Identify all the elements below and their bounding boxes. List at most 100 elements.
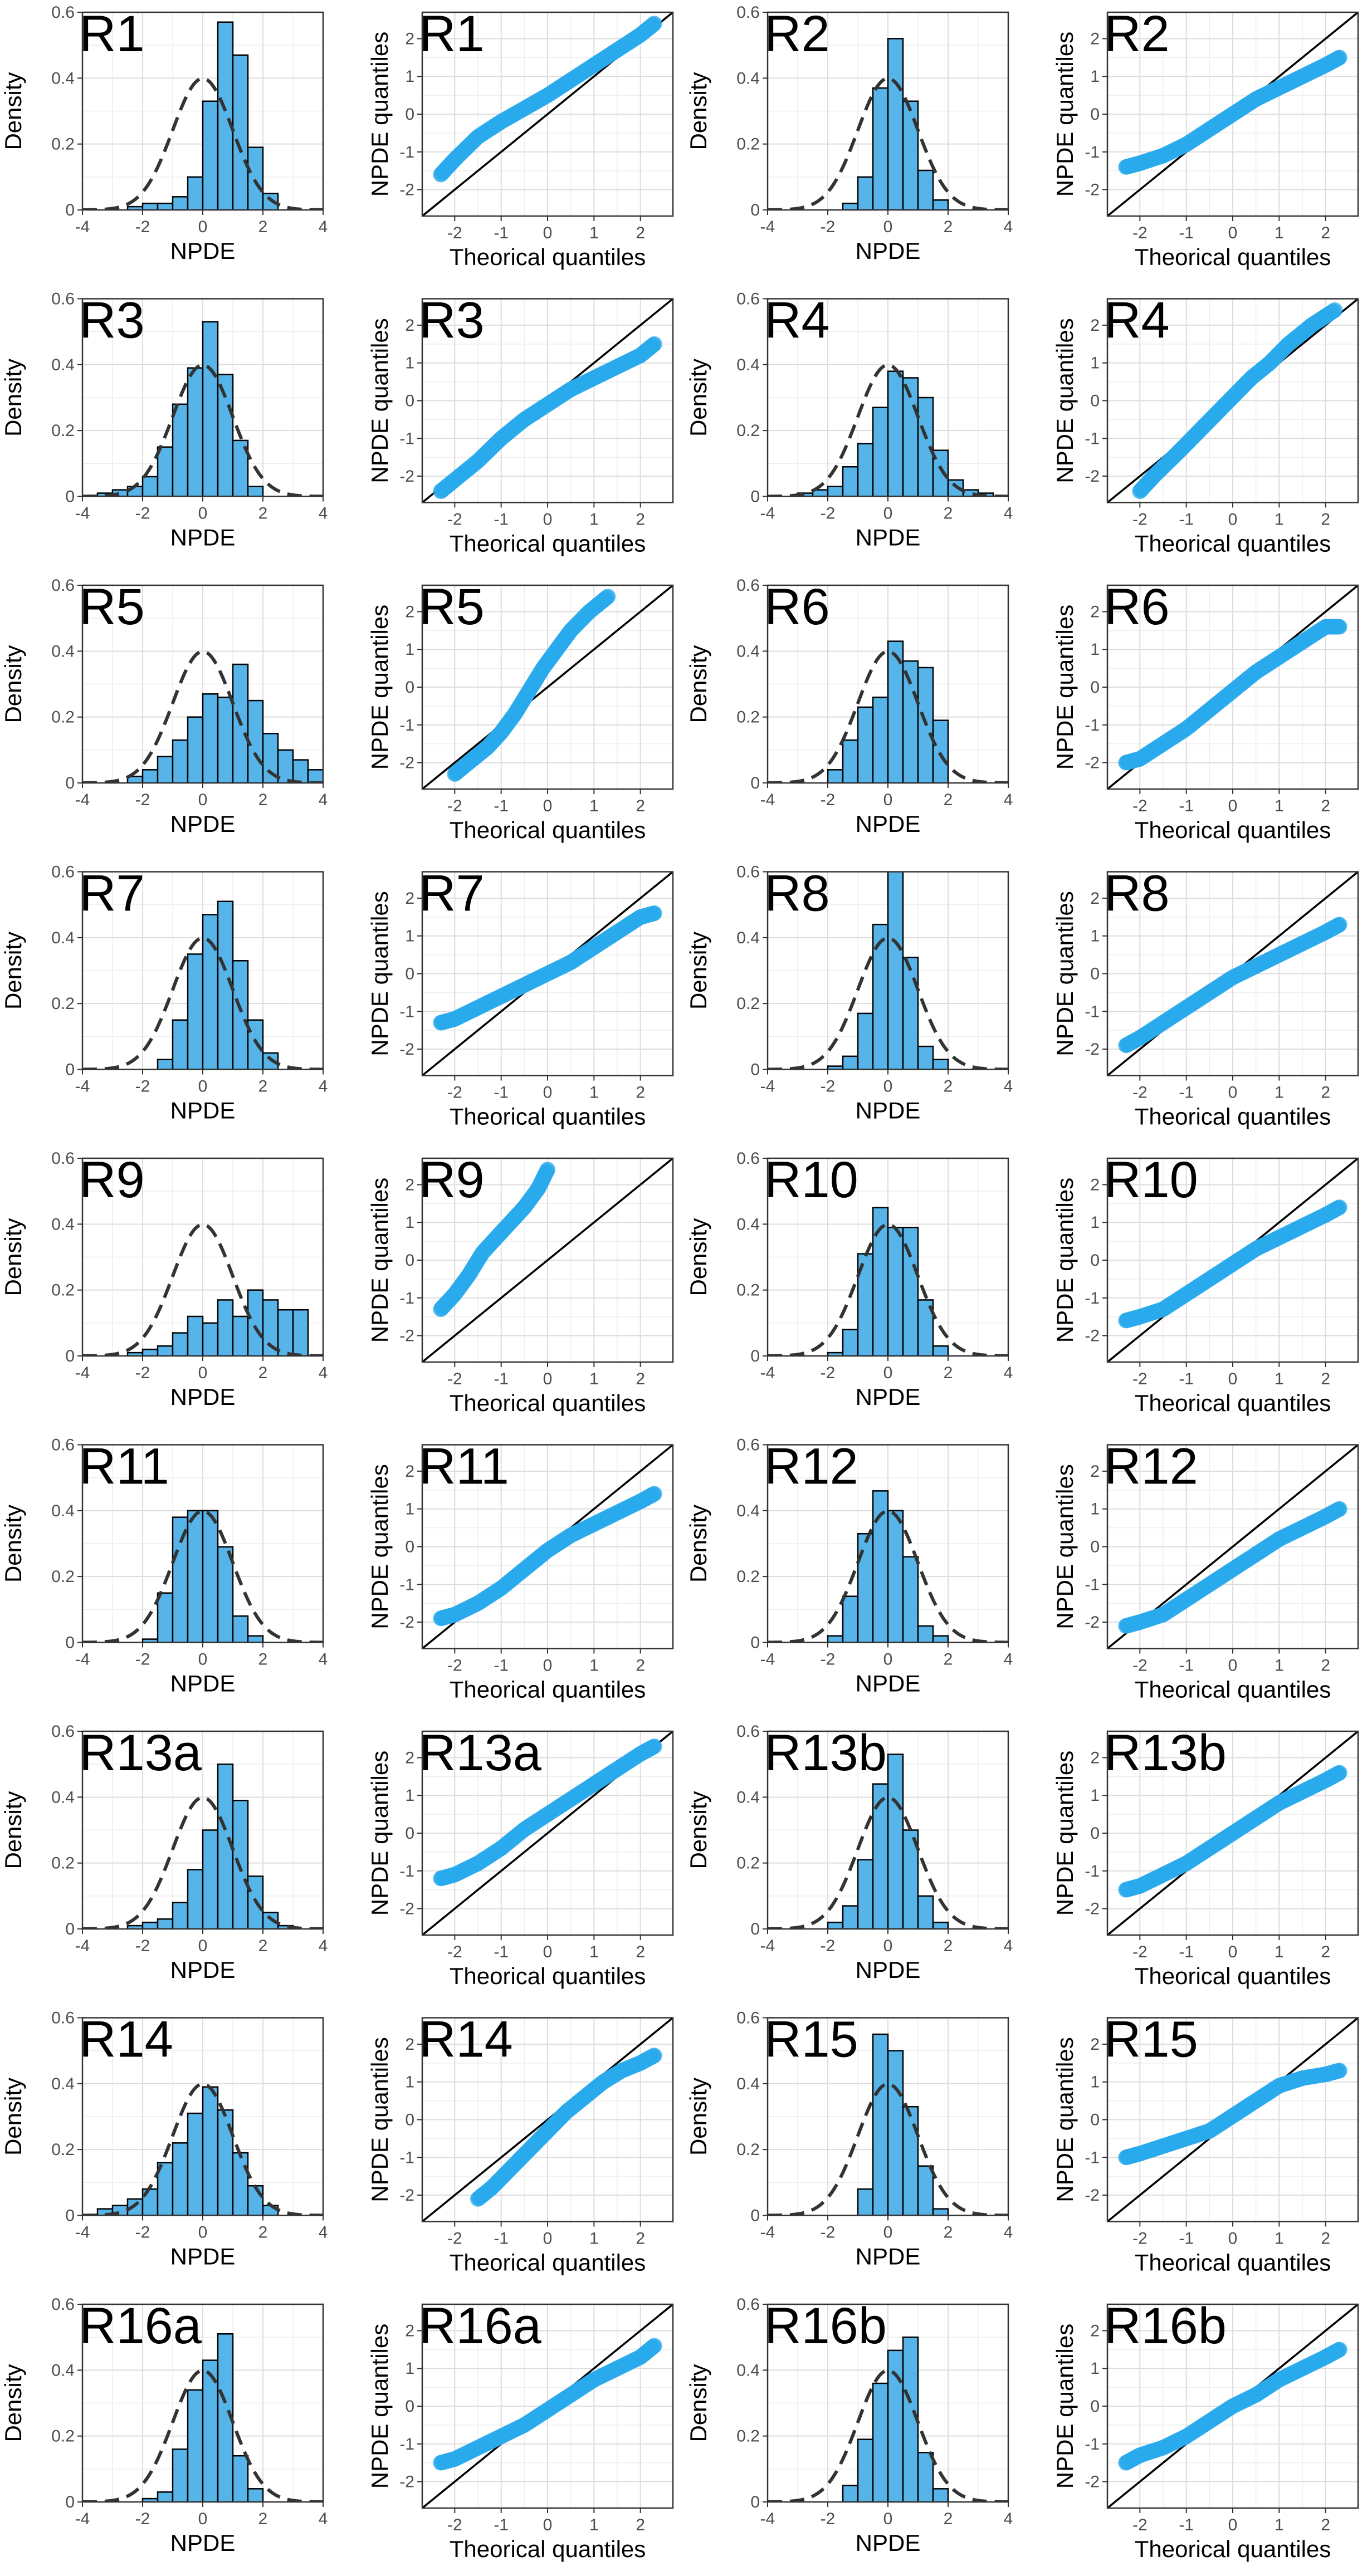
x-tick-label: 0 [198,1651,208,1669]
histogram-bar [842,2485,859,2502]
y-tick-label: 0.2 [51,1281,75,1300]
y-tick-label: 0.6 [51,3,75,22]
y-tick-label: 1 [405,1786,414,1805]
y-tick-label: 1 [1090,1500,1100,1519]
qq-panel-R8: -2 -1 0 1 2 -2 -1 0 1 2 Theorical quantiles NPDE qu… [1052,865,1359,1130]
x-axis-title: NPDE [856,1098,921,1124]
y-tick-label: 2 [405,316,414,335]
histogram-bar [202,2359,219,2502]
histogram-bar [157,2491,174,2502]
panel-title: R12 [1104,1438,1198,1495]
x-tick-label: 2 [636,2230,645,2248]
y-tick-label: 0 [65,774,75,792]
y-axis-title: NPDE quantiles [367,1178,393,1343]
y-tick-label: 0 [1090,1251,1100,1270]
histogram-bar [887,1754,904,1929]
plot-content [1107,1444,1358,1649]
qq-panel-R5: -2 -1 0 1 2 -2 -1 0 1 2 Theorical quantiles NPDE qu… [367,579,674,843]
x-axis-title: Theorical quantiles [450,531,646,557]
y-axis-title: NPDE quantiles [1052,891,1078,1056]
histogram-panel-R13b: -4 -2 0 2 4 0 0.2 0.4 0.6 NPDE Density R13b [685,1722,1013,1983]
x-tick-label: 2 [258,1078,268,1096]
y-tick-label: 0.2 [736,2141,760,2159]
y-tick-label: 0.6 [736,1436,760,1454]
y-tick-label: 0.6 [51,290,75,308]
panel-title: R10 [1104,1152,1198,1208]
x-axis-title: Theorical quantiles [450,244,646,270]
histogram-bar [857,1859,874,1929]
x-tick-label: 0 [883,505,893,523]
y-tick-label: -1 [399,429,414,448]
x-tick-label: 0 [883,2224,893,2242]
histogram-bar [157,1918,174,1929]
histogram-panel-R11: -4 -2 0 2 4 0 0.2 0.4 0.6 NPDE Density R11 [0,1436,328,1697]
x-tick-label: 2 [258,1651,268,1669]
x-tick-label: -2 [821,2510,836,2528]
histogram-bar [842,739,859,783]
histogram-bar [932,1345,949,1356]
identity-line [422,1158,673,1362]
y-tick-label: 0.6 [736,1149,760,1168]
x-axis-title: Theorical quantiles [450,1390,646,1416]
x-axis-title: NPDE [170,1957,236,1983]
panel-title: R7 [79,865,145,922]
histogram-bar [232,2455,249,2502]
histogram-bar [902,2106,919,2216]
y-tick-label: 0 [1090,1538,1100,1556]
x-tick-label: 2 [636,2516,645,2534]
x-axis-title: Theorical quantiles [1135,1104,1331,1130]
histogram-bar [887,370,904,497]
y-tick-label: 0 [405,1538,414,1556]
panel-title: R16b [1104,2298,1227,2354]
histogram-bar [842,1595,859,1643]
y-tick-label: 0.2 [736,995,760,1013]
y-axis-title: Density [0,1791,26,1869]
y-axis-title: NPDE quantiles [367,2037,393,2202]
x-tick-label: 2 [258,2224,268,2242]
histogram-bar [202,1510,219,1643]
y-tick-label: 2 [405,2035,414,2054]
y-tick-label: -2 [399,1900,414,1918]
x-tick-label: 4 [1004,218,1013,236]
y-tick-label: -2 [1085,1040,1100,1059]
qq-panel-R11: -2 -1 0 1 2 -2 -1 0 1 2 Theorical quantiles NPDE qu… [367,1438,674,1703]
y-tick-label: 0 [750,2493,760,2511]
y-tick-label: 0.6 [51,1436,75,1454]
panel-title: R16a [419,2298,542,2354]
panel-title: R6 [764,579,830,635]
x-tick-label: 4 [1004,505,1013,523]
x-tick-label: -4 [760,2510,775,2528]
histogram-bar [172,1516,189,1643]
identity-line [422,2017,673,2222]
x-tick-label: 0 [198,1078,208,1096]
y-tick-label: 2 [1090,603,1100,621]
x-tick-label: 1 [589,1084,599,1102]
x-tick-label: 4 [319,1937,328,1955]
y-tick-label: 0 [65,1347,75,1365]
plot-content [768,640,1008,783]
panel-title: R15 [1104,2011,1198,2068]
y-tick-label: 0.2 [51,2427,75,2446]
x-tick-label: -2 [821,791,836,809]
qq-panel-R2: -2 -1 0 1 2 -2 -1 0 1 2 Theorical quantiles NPDE qu… [1052,6,1359,270]
x-tick-label: 2 [944,218,953,236]
y-tick-label: 0 [750,1347,760,1365]
y-tick-label: 2 [1090,889,1100,908]
plot-content [768,363,1008,497]
histogram-bar [887,871,904,1070]
y-tick-label: 0.2 [736,708,760,727]
y-tick-label: -2 [399,1040,414,1059]
y-tick-label: 0 [1090,2111,1100,2129]
x-tick-label: 2 [944,1937,953,1955]
x-tick-label: -1 [494,1370,509,1388]
qq-panel-R12: -2 -1 0 1 2 -2 -1 0 1 2 Theorical quantiles NPDE qu… [1052,1438,1359,1703]
histogram-bar [917,1625,934,1643]
x-axis-title: Theorical quantiles [450,2536,646,2562]
panel-title: R12 [764,1438,858,1495]
x-tick-label: 2 [1321,224,1330,242]
y-tick-label: -1 [399,1002,414,1021]
qq-point [1331,1765,1347,1781]
y-tick-label: 1 [1090,927,1100,946]
y-tick-label: 0.2 [736,135,760,154]
x-tick-label: -2 [135,218,150,236]
